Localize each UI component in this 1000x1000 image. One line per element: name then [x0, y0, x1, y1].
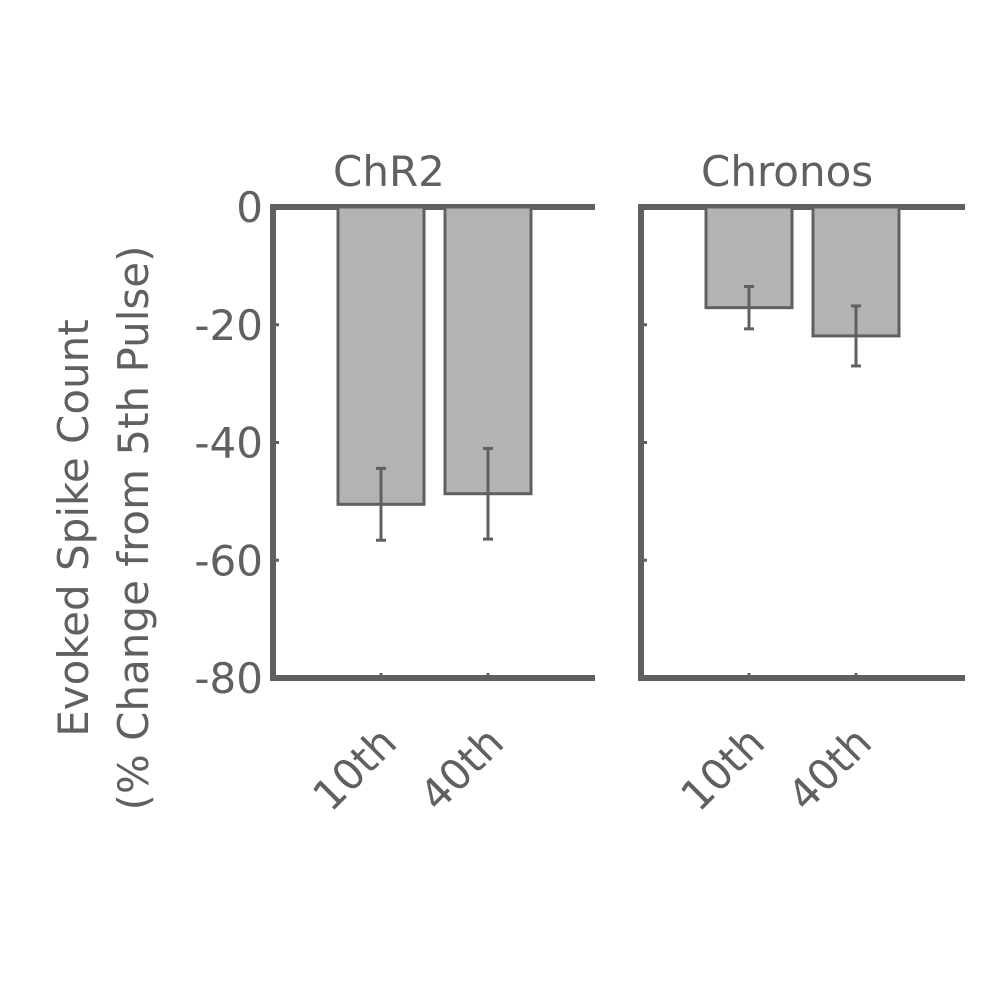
panel-title: Chronos	[701, 147, 873, 196]
panel-title: ChR2	[333, 147, 445, 196]
y-tick-label: -40	[194, 419, 263, 468]
y-axis-label: Evoked Spike Count	[49, 319, 98, 737]
y-axis-label: (% Change from 5th Pulse)	[109, 245, 158, 810]
y-tick-label: -80	[194, 654, 263, 703]
error-bar	[744, 284, 754, 331]
error-bar	[376, 466, 386, 542]
bar	[443, 205, 533, 496]
error-bar	[483, 446, 493, 541]
y-tick-label: -60	[194, 536, 263, 585]
bar	[336, 205, 426, 506]
y-tick-label: 0	[236, 183, 263, 232]
x-tick-label: 10th	[303, 717, 406, 820]
x-tick-label: 10th	[671, 717, 774, 820]
x-tick-label: 40th	[778, 717, 881, 820]
x-tick-label: 40th	[410, 717, 513, 820]
error-bar	[851, 304, 861, 368]
y-tick-label: -20	[194, 301, 263, 350]
